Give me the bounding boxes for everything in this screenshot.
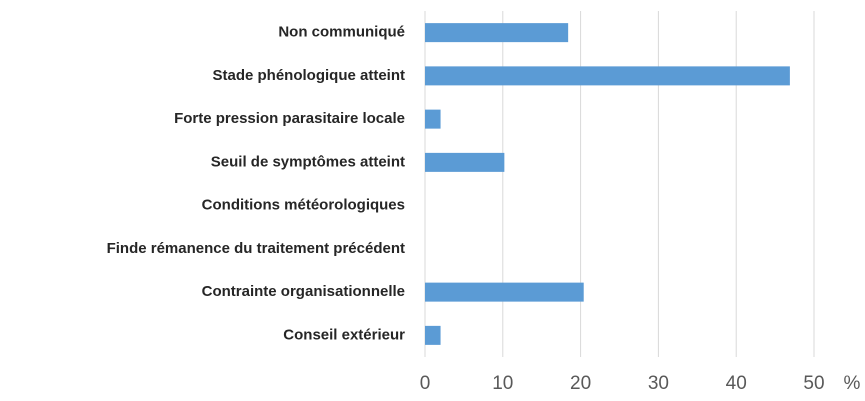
y-tick-label: Conditions météorologiques	[202, 197, 405, 214]
x-tick-label: 30	[648, 373, 669, 394]
bar	[425, 152, 505, 172]
bar	[425, 23, 569, 43]
bar	[425, 66, 790, 86]
x-tick-label: 40	[726, 373, 747, 394]
x-tick-label: 20	[570, 373, 591, 394]
y-tick-label: Contrainte organisationnelle	[202, 283, 405, 300]
x-tick-label: 10	[492, 373, 513, 394]
x-tick-label: 50	[803, 373, 824, 394]
x-tick-label: 0	[420, 373, 431, 394]
bar	[425, 282, 584, 302]
x-axis-label: %	[844, 373, 861, 394]
bar	[425, 325, 441, 345]
y-tick-label: Stade phénologique atteint	[212, 67, 405, 84]
y-tick-label: Conseil extérieur	[283, 326, 405, 343]
y-tick-label: Non communiqué	[278, 24, 405, 41]
y-tick-label: Seuil de symptômes atteint	[211, 153, 405, 170]
bar	[425, 109, 441, 129]
y-tick-label: Forte pression parasitaire locale	[174, 110, 405, 127]
y-tick-label: Finde rémanence du traitement précédent	[107, 240, 405, 257]
